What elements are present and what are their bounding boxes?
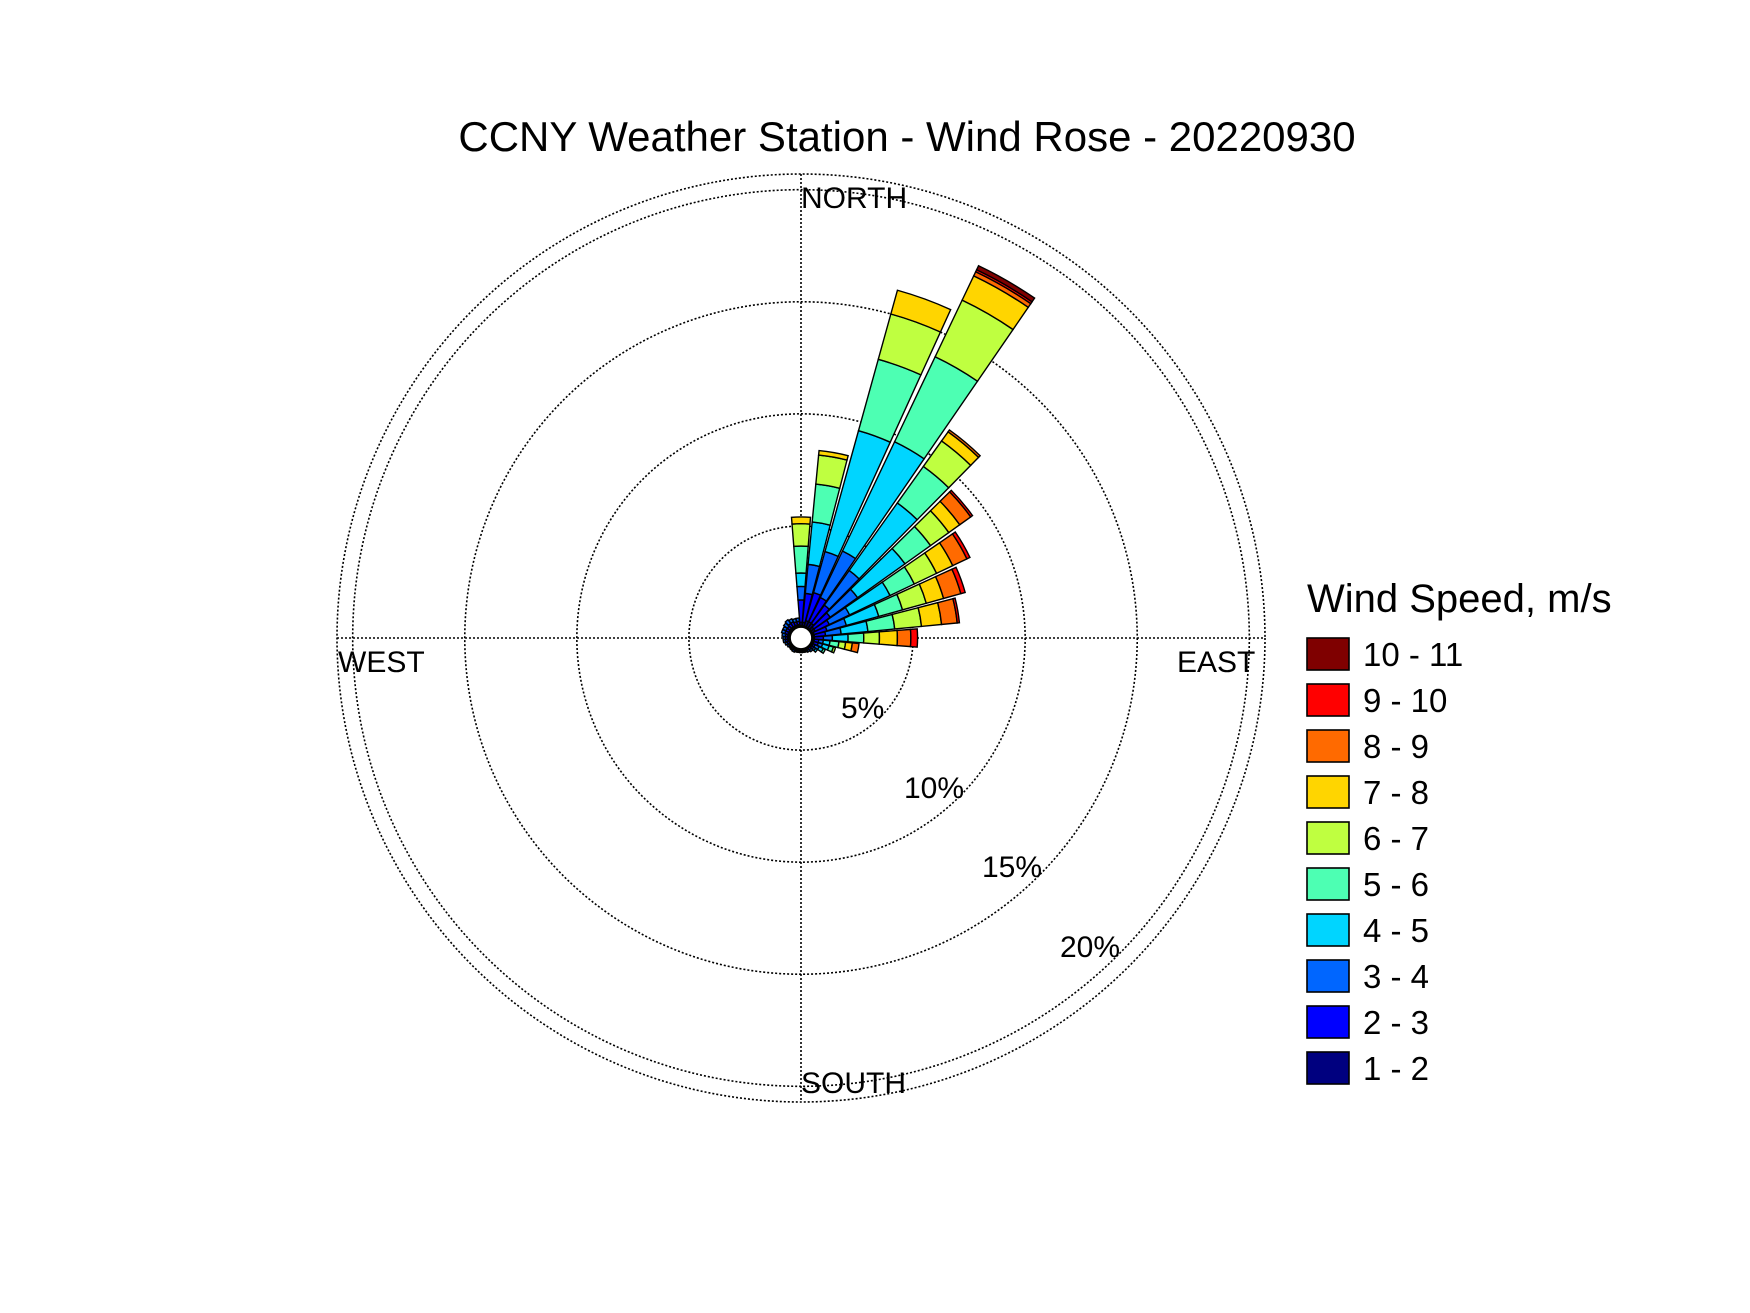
petal-110-bin-6 [830, 646, 837, 654]
legend-swatch-7 [1306, 913, 1350, 947]
petal-50-bin-9 [948, 489, 974, 518]
petal-0-bin-4 [795, 572, 807, 588]
legend-label-8: 3 - 4 [1363, 958, 1429, 995]
petal-90-bin-8 [896, 628, 912, 648]
legend-swatch-3 [1306, 729, 1350, 763]
petal-320-bin-3 [784, 618, 792, 627]
ring-label-20: 20% [1060, 931, 1120, 964]
wind-rose-petals [780, 264, 1036, 655]
petal-90-bin-7 [878, 629, 899, 647]
legend-label-9: 2 - 3 [1363, 1004, 1429, 1041]
ring-label-15: 15% [982, 851, 1042, 884]
direction-label-west: WEST [338, 646, 425, 679]
legend-swatch-6 [1306, 867, 1350, 901]
petal-60-bin-9 [951, 531, 971, 560]
petal-70-bin-9 [951, 566, 967, 595]
legend-swatch-4 [1306, 775, 1350, 809]
legend-swatch-1 [1306, 637, 1350, 671]
legend-swatch-9 [1306, 1005, 1350, 1039]
petal-10-bin-7 [817, 449, 849, 461]
legend-label-5: 6 - 7 [1363, 820, 1429, 857]
ring-label-5: 5% [841, 692, 884, 725]
legend-swatch-5 [1306, 821, 1350, 855]
legend-swatch-2 [1306, 683, 1350, 717]
petal-20-bin-7 [889, 289, 952, 333]
direction-label-south: SOUTH [801, 1067, 906, 1100]
petal-0-bin-7 [790, 516, 812, 525]
direction-label-north: NORTH [801, 182, 907, 215]
petal-0-bin-6 [791, 522, 811, 548]
petal-100-bin-8 [850, 642, 860, 654]
legend-label-6: 5 - 6 [1363, 866, 1429, 903]
chart-title: CCNY Weather Station - Wind Rose - 20220… [458, 113, 1355, 160]
legend-swatch-10 [1306, 1051, 1350, 1085]
legend-label-2: 9 - 10 [1363, 682, 1447, 719]
petal-120-bin-5 [820, 647, 827, 655]
legend-label-4: 7 - 8 [1363, 774, 1429, 811]
legend-items: 10 - 11 9 - 10 8 - 9 7 - 8 6 - 7 5 - 6 4 - 5 3 … [1306, 636, 1463, 1087]
petal-90-bin-5 [847, 632, 865, 644]
calm-circle [788, 625, 814, 651]
petal-90-bin-6 [862, 631, 881, 645]
petal-80-bin-9 [952, 597, 961, 624]
petal-0-bin-3 [796, 585, 806, 601]
petal-30-bin-10 [975, 264, 1036, 303]
legend-swatch-8 [1306, 959, 1350, 993]
petal-40-bin-8 [947, 428, 982, 459]
petal-0-bin-5 [793, 545, 809, 574]
legend: Wind Speed, m/s 10 - 11 9 - 10 8 - 9 7 - 8 6… [1306, 577, 1612, 1087]
legend-label-1: 10 - 11 [1363, 636, 1463, 673]
petal-90-bin-9 [909, 628, 919, 648]
direction-label-east: EAST [1177, 646, 1255, 679]
legend-label-3: 8 - 9 [1363, 728, 1429, 765]
legend-label-7: 4 - 5 [1363, 912, 1429, 949]
ring-label-10: 10% [904, 772, 964, 805]
petal-130-bin-4 [812, 647, 819, 654]
petal-350-bin-3 [795, 617, 801, 623]
legend-title: Wind Speed, m/s [1307, 577, 1612, 621]
legend-label-10: 1 - 2 [1363, 1050, 1429, 1087]
